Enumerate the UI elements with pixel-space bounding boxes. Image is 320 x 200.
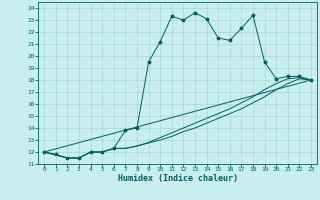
X-axis label: Humidex (Indice chaleur): Humidex (Indice chaleur): [118, 174, 238, 183]
